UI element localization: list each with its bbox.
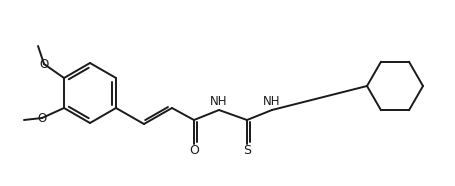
Text: O: O	[189, 145, 198, 158]
Text: O: O	[37, 111, 46, 124]
Text: NH: NH	[210, 94, 227, 108]
Text: NH: NH	[263, 94, 280, 108]
Text: O: O	[39, 57, 49, 70]
Text: S: S	[243, 145, 250, 158]
